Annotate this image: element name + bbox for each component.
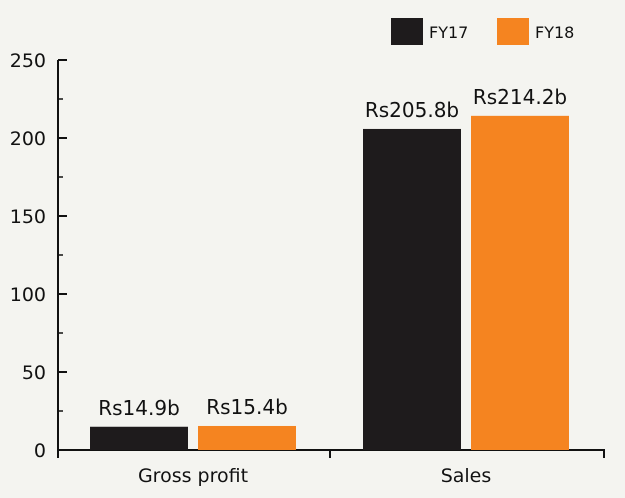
y-tick-label: 0	[34, 440, 46, 462]
y-tick-label: 100	[10, 284, 46, 306]
y-tick-label: 50	[22, 362, 46, 384]
data-label: Rs214.2b	[473, 85, 567, 109]
x-axis: Gross profit Sales	[57, 449, 605, 487]
data-label: Rs14.9b	[98, 396, 180, 420]
bar-fy18-sales	[471, 115, 569, 451]
bar-fy18-gross-profit	[198, 425, 296, 450]
legend-swatch-fy17	[391, 18, 423, 45]
y-axis: 0 50 100 150 200 250	[10, 50, 67, 462]
bars	[90, 115, 569, 451]
bar-fy17-gross-profit	[90, 426, 188, 450]
legend: FY17 FY18	[391, 18, 574, 45]
data-label: Rs15.4b	[206, 395, 288, 419]
legend-label: FY18	[535, 23, 574, 42]
y-tick-label: 250	[10, 50, 46, 72]
x-tick-label: Gross profit	[138, 465, 248, 487]
legend-label: FY17	[429, 23, 468, 42]
bar-fy17-sales	[363, 128, 461, 450]
data-label: Rs205.8b	[365, 98, 459, 122]
y-tick-label: 200	[10, 128, 46, 150]
legend-swatch-fy18	[497, 18, 529, 45]
data-labels: Rs14.9b Rs15.4b Rs205.8b Rs214.2b	[98, 85, 567, 420]
y-tick-label: 150	[10, 206, 46, 228]
x-tick-label: Sales	[441, 465, 492, 487]
